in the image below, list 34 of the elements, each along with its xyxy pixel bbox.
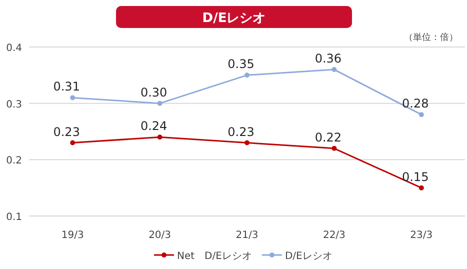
point	[70, 140, 76, 146]
point	[157, 100, 162, 106]
legend-label: D/Eレシオ	[284, 251, 332, 262]
chart-title: D/Eレシオ	[202, 11, 266, 26]
data-label: 0.36	[314, 52, 342, 66]
title: D/Eレシオ	[116, 6, 352, 28]
x-tick-label: 20/3	[148, 230, 172, 241]
text: （単位：倍）	[404, 32, 458, 43]
x-tick-label: 23/3	[410, 230, 433, 241]
point	[244, 140, 250, 146]
point	[418, 185, 424, 190]
legend-label: Net D/Eレシオ	[177, 251, 252, 262]
point	[332, 67, 337, 72]
y-tick-label: 0.3	[6, 99, 22, 110]
point	[157, 134, 162, 140]
y-tick-label: 0.4	[6, 43, 22, 54]
y-tick-label: 0.2	[6, 156, 22, 167]
data-label: 0.30	[140, 85, 168, 100]
data-label: 0.35	[228, 57, 254, 72]
point	[70, 95, 76, 100]
data-label: 0.15	[402, 170, 429, 184]
data-label: 0.23	[228, 124, 254, 139]
point	[244, 72, 250, 78]
data-label: 0.22	[314, 130, 342, 144]
data-label: 0.23	[53, 124, 80, 139]
x-tick-label: 22/3	[322, 230, 346, 241]
y-tick-label: 0.1	[6, 212, 22, 223]
point	[332, 146, 337, 151]
point	[418, 112, 424, 118]
data-label: 0.31	[53, 80, 80, 94]
x-tick-label: 19/3	[61, 230, 84, 241]
data-label: 0.24	[140, 119, 168, 134]
data-label: 0.28	[402, 96, 429, 111]
x-tick-label: 21/3	[236, 230, 258, 241]
